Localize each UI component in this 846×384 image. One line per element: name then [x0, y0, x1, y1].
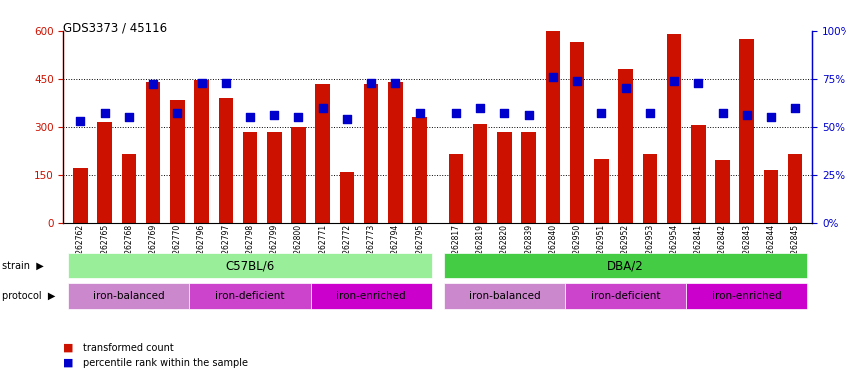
Bar	[122, 154, 136, 223]
Point	[691, 79, 705, 86]
Bar	[667, 34, 681, 223]
Point	[292, 114, 305, 120]
Text: iron-deficient: iron-deficient	[215, 291, 285, 301]
Point	[244, 114, 257, 120]
Point	[788, 104, 802, 111]
Point	[618, 85, 632, 91]
Point	[74, 118, 87, 124]
Bar	[267, 131, 282, 223]
Bar	[97, 122, 112, 223]
Text: iron-enriched: iron-enriched	[712, 291, 782, 301]
Text: C57BL/6: C57BL/6	[225, 260, 275, 272]
Point	[764, 114, 777, 120]
Point	[171, 110, 184, 116]
Bar	[170, 99, 184, 223]
Bar	[316, 84, 330, 223]
Bar	[364, 84, 378, 223]
Bar	[764, 170, 778, 223]
Bar	[497, 131, 512, 223]
Point	[497, 110, 511, 116]
Bar	[691, 125, 706, 223]
Bar	[444, 283, 565, 309]
Bar	[195, 80, 209, 223]
Point	[740, 112, 754, 118]
Bar	[310, 283, 431, 309]
Bar	[190, 283, 310, 309]
Text: strain  ▶: strain ▶	[2, 261, 43, 271]
Text: DBA/2: DBA/2	[607, 260, 644, 272]
Text: protocol  ▶: protocol ▶	[2, 291, 55, 301]
Bar	[291, 127, 305, 223]
Point	[195, 79, 208, 86]
Point	[570, 78, 584, 84]
Point	[98, 110, 112, 116]
Bar	[69, 283, 190, 309]
Bar	[686, 283, 807, 309]
Bar	[146, 82, 161, 223]
Text: percentile rank within the sample: percentile rank within the sample	[83, 358, 248, 368]
Bar	[715, 161, 730, 223]
Text: transformed count: transformed count	[83, 343, 173, 353]
Bar	[565, 283, 686, 309]
Point	[340, 116, 354, 122]
Point	[667, 78, 681, 84]
Bar	[69, 253, 431, 278]
Point	[146, 81, 160, 88]
Point	[413, 110, 426, 116]
Point	[316, 104, 329, 111]
Text: iron-balanced: iron-balanced	[469, 291, 541, 301]
Bar	[340, 172, 354, 223]
Text: GDS3373 / 45116: GDS3373 / 45116	[63, 21, 168, 34]
Point	[716, 110, 729, 116]
Point	[122, 114, 135, 120]
Point	[595, 110, 608, 116]
Bar	[739, 39, 754, 223]
Point	[267, 112, 281, 118]
Bar	[473, 124, 487, 223]
Point	[474, 104, 487, 111]
Point	[219, 79, 233, 86]
Bar	[73, 168, 88, 223]
Bar	[412, 117, 427, 223]
Bar	[448, 154, 464, 223]
Bar	[218, 98, 233, 223]
Bar	[618, 69, 633, 223]
Bar	[444, 253, 807, 278]
Text: ■: ■	[63, 343, 74, 353]
Text: iron-enriched: iron-enriched	[337, 291, 406, 301]
Point	[365, 79, 378, 86]
Bar	[388, 82, 403, 223]
Bar	[643, 154, 657, 223]
Point	[547, 74, 560, 80]
Text: iron-balanced: iron-balanced	[93, 291, 165, 301]
Bar	[570, 42, 585, 223]
Bar	[546, 31, 560, 223]
Text: ■: ■	[63, 358, 74, 368]
Point	[388, 79, 402, 86]
Bar	[788, 154, 803, 223]
Point	[449, 110, 463, 116]
Text: iron-deficient: iron-deficient	[591, 291, 661, 301]
Bar	[521, 131, 536, 223]
Bar	[594, 159, 608, 223]
Bar	[243, 131, 257, 223]
Point	[643, 110, 656, 116]
Point	[522, 112, 536, 118]
